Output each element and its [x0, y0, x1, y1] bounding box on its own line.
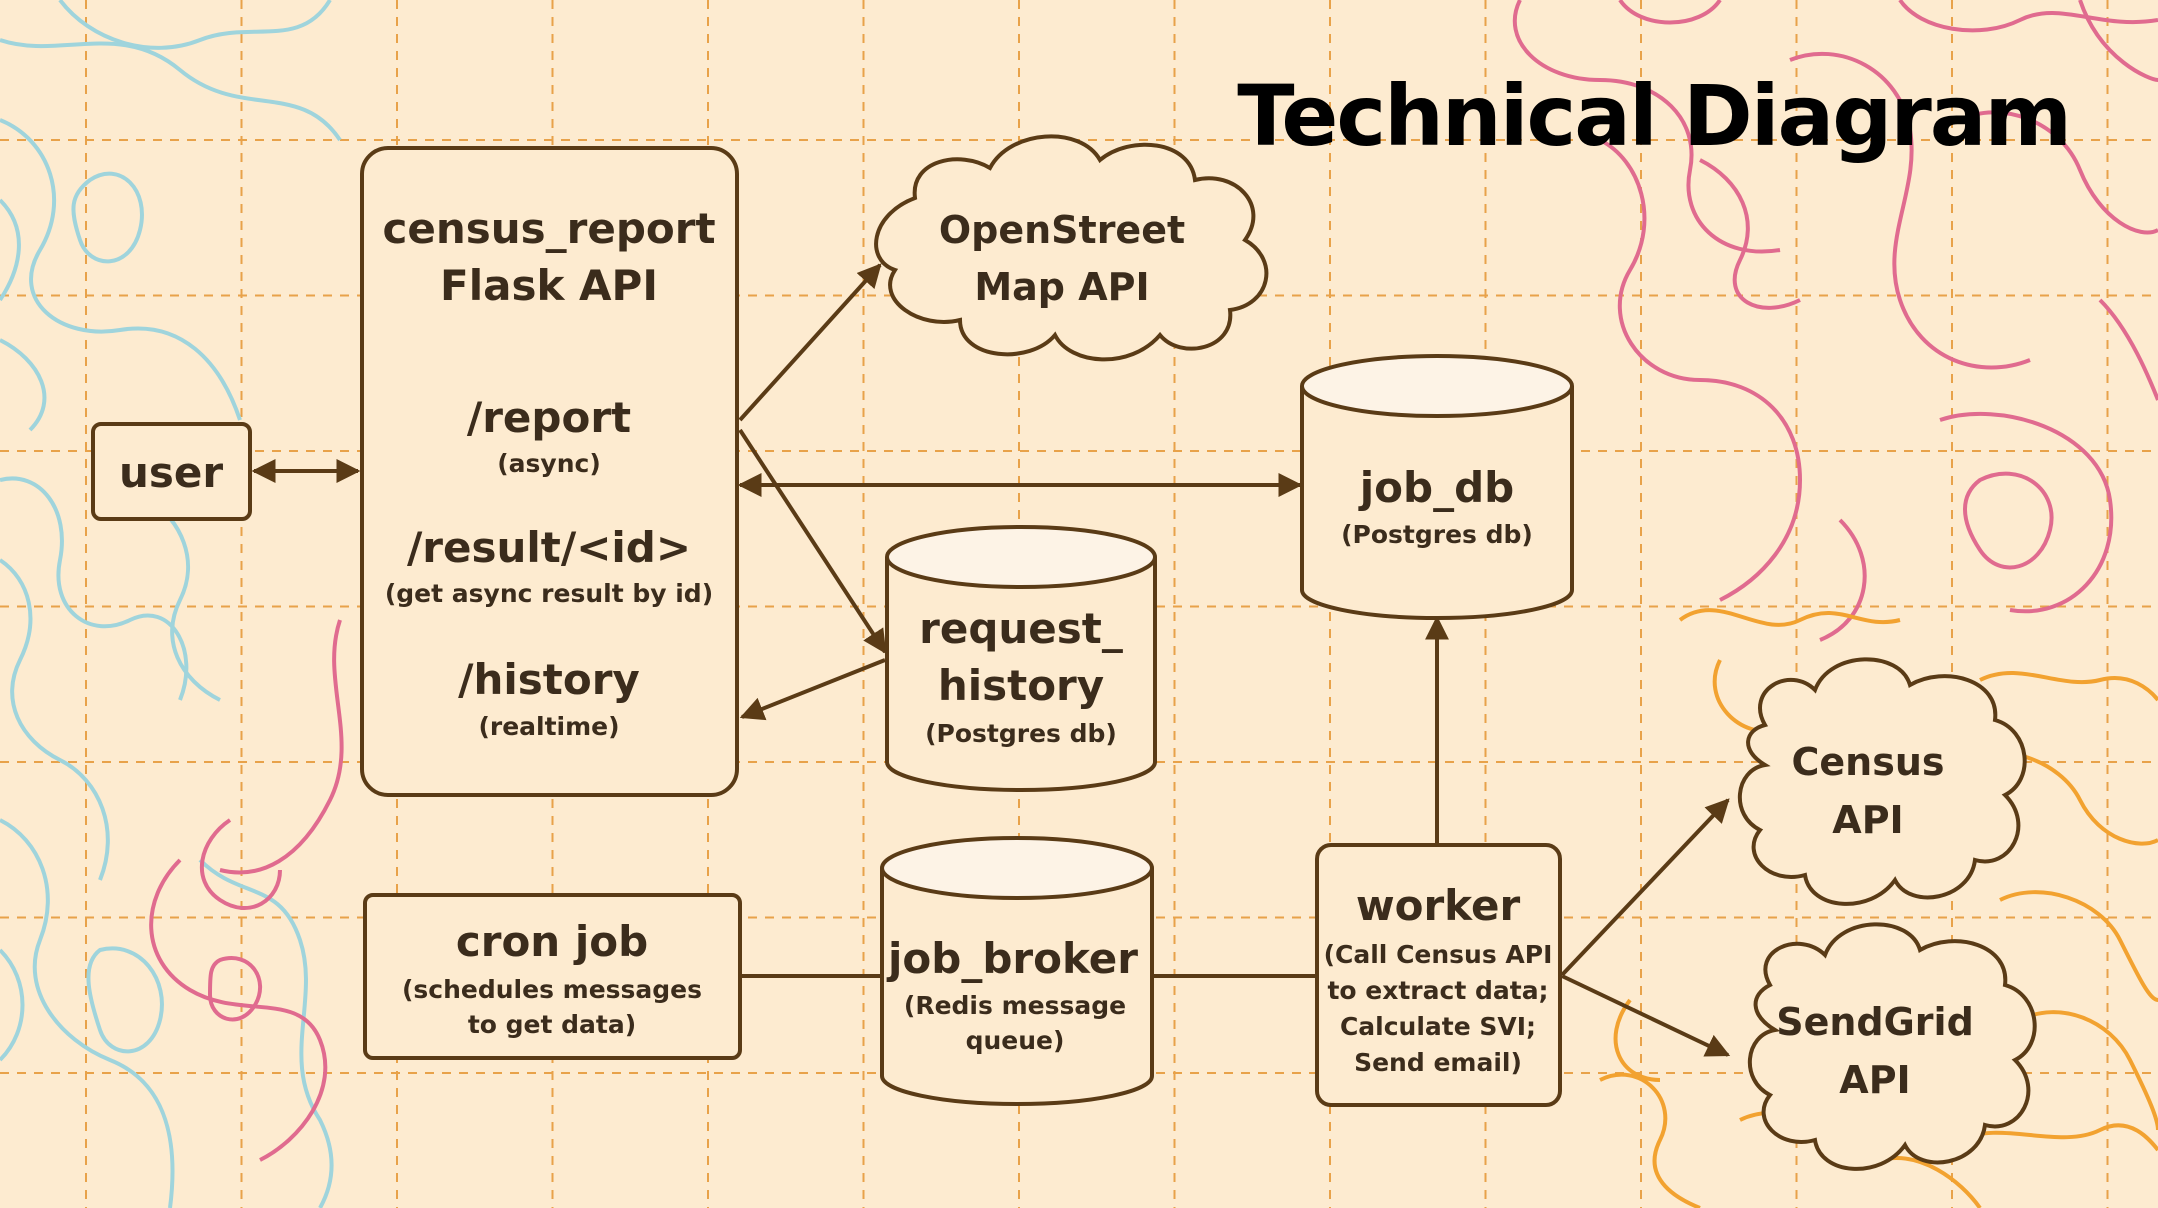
endpoint-history-path: /history	[458, 655, 640, 704]
worker-box	[1315, 843, 1562, 1107]
node-worker: worker (Call Census API to extract data;…	[1315, 843, 1562, 1107]
job-broker-top	[880, 836, 1154, 900]
request-history-line2: history	[938, 661, 1104, 710]
edge-flask-osm	[738, 263, 882, 422]
topo-lines-blue	[0, 0, 342, 1208]
job-broker-name: job_broker	[886, 934, 1138, 983]
worker-note1: (Call Census API	[1324, 940, 1553, 969]
node-user: user	[91, 422, 252, 521]
topo-lines-pink	[149, 0, 2158, 1162]
job-broker-note1: (Redis message	[904, 991, 1126, 1020]
flask-api-title-line1: census_report	[382, 204, 715, 253]
edge-worker-sendgrid	[1561, 974, 1731, 1057]
edge-flask-request-history	[738, 428, 887, 655]
job-broker-note2: queue)	[966, 1026, 1065, 1055]
user-box	[91, 422, 252, 521]
job-db-name: job_db	[1358, 463, 1514, 512]
job-db-top	[1300, 354, 1574, 418]
request-history-top	[885, 525, 1157, 589]
sendgrid-cloud-shape	[1747, 922, 2037, 1171]
request-history-body	[885, 557, 1157, 792]
cron-job-box	[363, 893, 742, 1060]
endpoint-result-path: /result/<id>	[407, 523, 691, 572]
flask-api-title-line2: Flask API	[440, 261, 658, 310]
census-label-line2: API	[1832, 798, 1903, 842]
connectors	[251, 263, 1731, 1057]
request-history-note: (Postgres db)	[925, 719, 1117, 748]
endpoint-result-note: (get async result by id)	[385, 579, 713, 608]
job-broker-body	[880, 868, 1154, 1106]
request-history-line1: request_	[919, 604, 1123, 653]
sendgrid-label-line2: API	[1839, 1058, 1910, 1102]
worker-note3: Calculate SVI;	[1340, 1012, 1536, 1041]
node-flask-api: census_report Flask API /report (async) …	[360, 146, 739, 797]
endpoint-report-note: (async)	[497, 449, 601, 478]
worker-note4: Send email)	[1354, 1048, 1522, 1077]
job-db-note: (Postgres db)	[1341, 520, 1533, 549]
osm-cloud-shape	[874, 134, 1269, 362]
endpoint-report-path: /report	[467, 393, 631, 442]
node-sendgrid-api: SendGrid API	[1747, 922, 2037, 1171]
osm-label-line1: OpenStreet	[939, 208, 1185, 252]
job-db-body	[1300, 386, 1574, 620]
worker-name: worker	[1356, 881, 1521, 930]
cron-job-name: cron job	[456, 917, 648, 966]
node-job-db: job_db (Postgres db)	[1300, 354, 1574, 620]
edge-request-history-flask	[739, 658, 886, 721]
node-cron-job: cron job (schedules messages to get data…	[363, 893, 742, 1060]
census-cloud-shape	[1737, 657, 2027, 906]
node-request-history: request_ history (Postgres db)	[885, 525, 1157, 792]
sendgrid-label-line1: SendGrid	[1776, 1000, 1974, 1044]
osm-label-line2: Map API	[974, 265, 1149, 309]
node-census-api: Census API	[1737, 657, 2027, 906]
worker-note2: to extract data;	[1327, 976, 1548, 1005]
node-osm-api: OpenStreet Map API	[874, 134, 1269, 362]
edge-worker-census	[1560, 798, 1730, 977]
endpoint-history-note: (realtime)	[478, 712, 619, 741]
user-label: user	[119, 448, 223, 497]
diagram-title: Technical Diagram	[1237, 67, 2070, 165]
flask-api-box	[360, 146, 739, 797]
node-job-broker: job_broker (Redis message queue)	[880, 836, 1154, 1106]
cron-job-note2: to get data)	[468, 1010, 636, 1039]
cron-job-note1: (schedules messages	[402, 975, 702, 1004]
census-label-line1: Census	[1791, 740, 1944, 784]
